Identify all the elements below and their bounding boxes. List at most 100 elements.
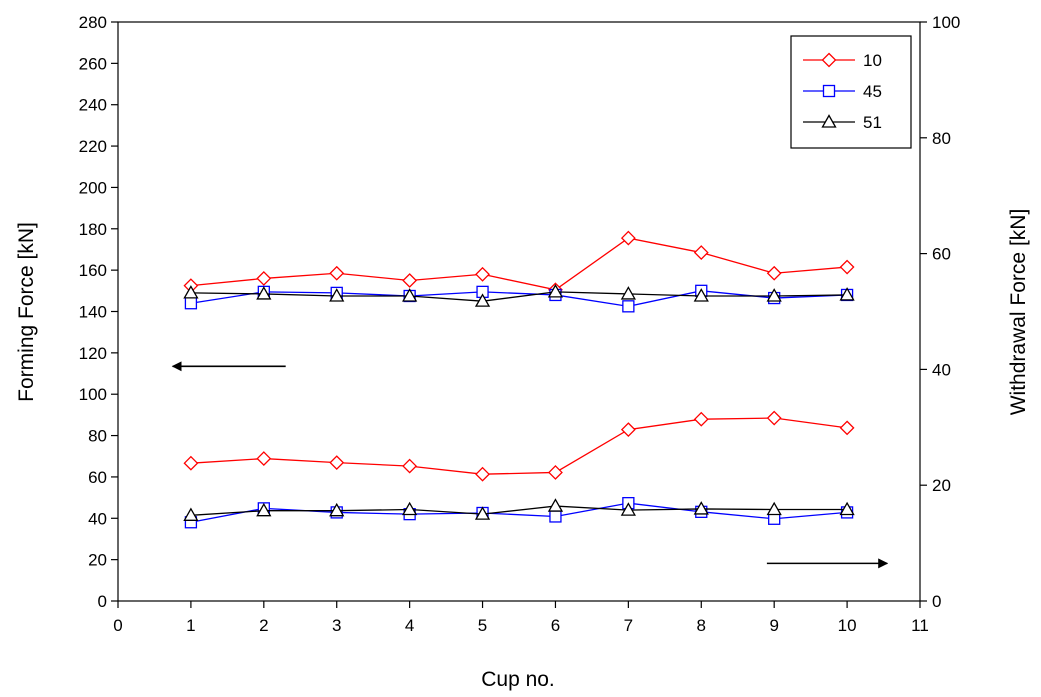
series-line [190, 237, 848, 291]
legend-box [790, 35, 912, 149]
x-tick-label: 2 [259, 616, 268, 635]
series-10-left [183, 230, 855, 298]
data-point [548, 465, 563, 480]
y-right-tick-label: 40 [932, 360, 951, 379]
series-line [190, 417, 848, 475]
series-line [190, 291, 848, 302]
legend-marker [822, 84, 836, 98]
data-point [620, 502, 636, 516]
x-tick-label: 10 [838, 616, 857, 635]
series-45-right [184, 496, 854, 529]
y-right-tick-label: 0 [932, 592, 941, 611]
y-left-tick-label: 20 [88, 551, 107, 570]
y-right-tick-label: 80 [932, 129, 951, 148]
y-left-tick-label: 40 [88, 509, 107, 528]
y-left-tick-label: 100 [79, 385, 107, 404]
y-left-tick-label: 120 [79, 344, 107, 363]
data-point [693, 411, 709, 427]
data-point [475, 266, 490, 282]
data-point [474, 293, 491, 307]
legend-label: 51 [863, 113, 882, 132]
x-tick-label: 4 [405, 616, 414, 635]
y-axis-left: 0 20 40 60 80 100 120 140 160 180 200 220 240 260 280 [79, 13, 118, 611]
data-point [184, 297, 198, 310]
data-point [766, 501, 782, 516]
y-left-tick-label: 240 [79, 96, 107, 115]
legend-marker [821, 114, 837, 128]
data-point [256, 286, 272, 300]
data-point [766, 288, 782, 302]
data-point [329, 265, 345, 281]
x-tick-label: 1 [186, 616, 195, 635]
data-point [256, 502, 272, 517]
data-point [183, 455, 199, 471]
series-10-right [183, 410, 855, 482]
y-left-tick-label: 200 [79, 178, 107, 197]
data-point [693, 245, 709, 260]
data-point [474, 506, 491, 520]
y-left-tick-label: 160 [79, 261, 107, 280]
data-point [329, 502, 345, 517]
x-tick-label: 7 [624, 616, 633, 635]
data-point [839, 259, 855, 275]
data-point [183, 285, 199, 299]
data-point [183, 507, 199, 521]
data-point [256, 451, 272, 466]
data-point [839, 420, 855, 436]
data-point [766, 265, 782, 281]
data-point [547, 498, 564, 512]
data-point [620, 230, 636, 246]
y-axis-right: 0 20 40 60 80 100 [920, 13, 960, 611]
x-tick-label: 9 [769, 616, 778, 635]
data-point [256, 270, 272, 286]
series-51-left [183, 284, 855, 307]
y-left-tick-label: 60 [88, 468, 107, 487]
x-tick-label: 6 [551, 616, 560, 635]
y-right-tick-label: 20 [932, 476, 951, 495]
series-51-right [183, 498, 855, 521]
data-point [402, 458, 418, 474]
data-point [329, 288, 345, 302]
y-left-tick-label: 80 [88, 427, 107, 446]
x-tick-label: 3 [332, 616, 341, 635]
data-point [402, 501, 418, 516]
data-point [402, 288, 418, 302]
legend: 10 45 51 [790, 35, 912, 149]
y-left-tick-label: 260 [79, 54, 107, 73]
data-point [329, 455, 345, 471]
y-right-tick-label: 60 [932, 245, 951, 264]
y-left-tick-label: 140 [79, 303, 107, 322]
series-line [190, 502, 848, 523]
series-layer [183, 230, 855, 529]
x-tick-label: 8 [697, 616, 706, 635]
data-point [402, 273, 418, 288]
data-point [839, 287, 855, 301]
y-right-tick-label: 100 [932, 13, 960, 32]
data-point [622, 300, 635, 313]
legend-label: 45 [863, 82, 882, 101]
data-point [547, 284, 564, 298]
data-point [693, 501, 709, 515]
data-point [839, 501, 855, 516]
y-left-tick-label: 180 [79, 220, 107, 239]
series-line [190, 505, 848, 516]
y-left-tick-label: 280 [79, 13, 107, 32]
data-point [620, 422, 636, 438]
data-point [475, 466, 490, 482]
series-45-left [184, 284, 854, 313]
y-axis-left-title: Forming Force [kN] [15, 222, 38, 402]
y-axis-right-title: Withdrawal Force [kN] [1007, 209, 1030, 416]
x-axis: 0 1 2 3 4 5 6 7 8 9 10 11 [113, 601, 929, 635]
x-axis-title: Cup no. [481, 668, 555, 691]
y-left-tick-label: 0 [98, 592, 107, 611]
series-line [190, 290, 848, 307]
y-left-tick-label: 220 [79, 137, 107, 156]
data-point [766, 410, 782, 426]
x-tick-label: 11 [911, 616, 929, 635]
data-point [620, 286, 636, 300]
legend-marker [821, 52, 837, 68]
annotation-arrows [171, 361, 889, 569]
x-tick-label: 0 [113, 616, 122, 635]
data-point [549, 510, 562, 523]
